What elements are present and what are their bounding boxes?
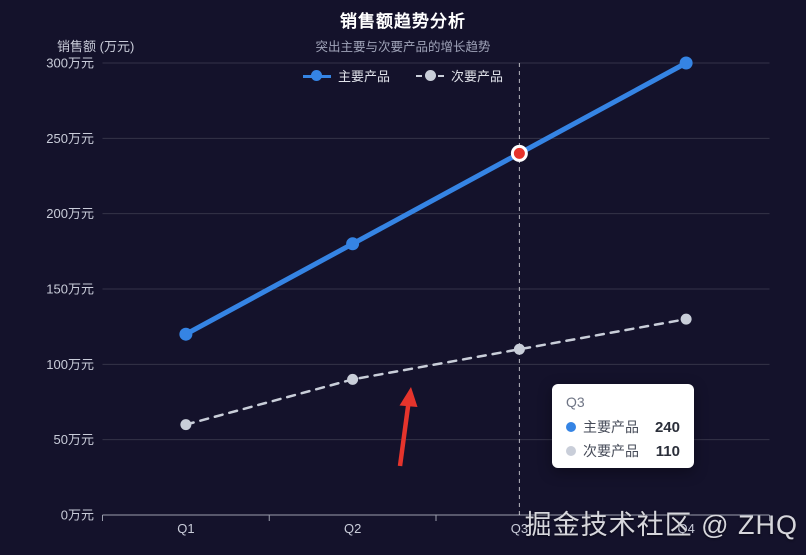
secondary-series-dot-icon bbox=[566, 446, 576, 456]
annotation-arrow bbox=[397, 387, 418, 467]
x-tick-label: Q2 bbox=[344, 521, 361, 536]
tooltip-title: Q3 bbox=[566, 394, 585, 410]
y-tick-label: 50万元 bbox=[54, 432, 94, 447]
secondary-dashed-line-dot-icon bbox=[416, 70, 444, 82]
data-point[interactable] bbox=[680, 313, 692, 325]
primary-series-dot-icon bbox=[566, 422, 576, 432]
chart-title: 销售额趋势分析 bbox=[340, 12, 466, 31]
legend: 主要产品 次要产品 bbox=[0, 66, 806, 85]
y-tick-label: 150万元 bbox=[46, 282, 94, 297]
series-line-0 bbox=[183, 60, 689, 337]
x-tick-label: Q4 bbox=[677, 521, 694, 536]
y-tick-label: 100万元 bbox=[46, 357, 94, 372]
legend-label-primary: 主要产品 bbox=[337, 69, 390, 84]
legend-item-secondary[interactable]: 次要产品 bbox=[416, 66, 503, 85]
tooltip-value-secondary: 110 bbox=[655, 442, 680, 460]
tooltip-row-primary: 主要产品 240 bbox=[566, 415, 680, 439]
data-point[interactable] bbox=[347, 373, 359, 385]
tooltip-label-secondary: 次要产品 bbox=[583, 443, 639, 459]
y-tick-label: 300万元 bbox=[46, 56, 94, 71]
y-tick-label: 250万元 bbox=[46, 131, 94, 146]
data-point[interactable] bbox=[679, 56, 693, 70]
x-tick-label: Q1 bbox=[177, 521, 194, 536]
y-tick-label: 0万元 bbox=[61, 508, 94, 523]
watermark: 掘金技术社区 @ ZHQ bbox=[524, 510, 798, 540]
highlight-point[interactable] bbox=[510, 144, 528, 162]
series-line-1 bbox=[184, 317, 688, 426]
tooltip-row-secondary: 次要产品 110 bbox=[566, 439, 680, 463]
data-point[interactable] bbox=[346, 237, 360, 251]
y-tick-label: 200万元 bbox=[46, 206, 94, 221]
data-point[interactable] bbox=[180, 419, 192, 431]
legend-item-primary[interactable]: 主要产品 bbox=[302, 66, 390, 85]
primary-line-dot-icon bbox=[302, 70, 331, 82]
data-point[interactable] bbox=[179, 327, 193, 341]
tooltip: Q3 主要产品 240 次要产品 110 bbox=[552, 384, 694, 468]
legend-label-secondary: 次要产品 bbox=[451, 69, 504, 84]
data-point[interactable] bbox=[513, 343, 525, 355]
x-tick-label: Q3 bbox=[511, 521, 528, 536]
tooltip-value-primary: 240 bbox=[654, 418, 680, 436]
y-axis-name: 销售额 (万元) bbox=[57, 39, 135, 54]
tooltip-label-primary: 主要产品 bbox=[583, 419, 639, 435]
chart-subtitle: 突出主要与次要产品的增长趋势 bbox=[315, 40, 491, 54]
